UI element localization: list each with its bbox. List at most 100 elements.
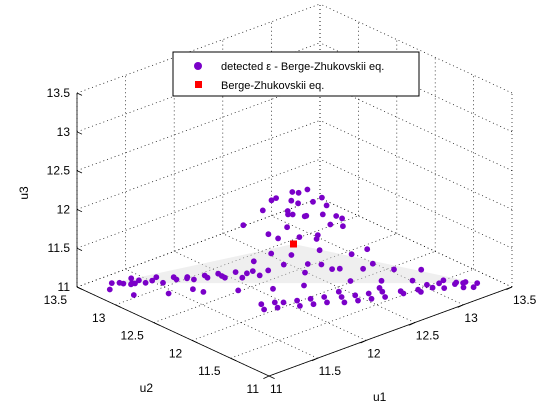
- data-point-detected: [441, 285, 448, 291]
- data-point-detected: [453, 279, 460, 286]
- data-point-detected: [244, 270, 250, 277]
- data-point-detected: [268, 250, 275, 257]
- data-point-detected: [474, 280, 481, 286]
- data-point-detected: [336, 265, 343, 272]
- data-point-detected: [274, 304, 281, 311]
- data-point-detected: [340, 223, 346, 230]
- u2-tick-mark: [153, 322, 160, 326]
- data-point-detected: [184, 275, 190, 282]
- data-point-detected: [440, 277, 447, 284]
- data-point-detected: [153, 274, 160, 281]
- data-point-detected: [200, 289, 207, 295]
- u1-tick-label: 11: [270, 382, 283, 396]
- data-point-detected: [232, 269, 239, 275]
- data-point-detected: [265, 231, 272, 238]
- data-point-detected: [335, 288, 342, 295]
- u1-tick-label: 13.5: [513, 293, 537, 307]
- data-point-detected: [470, 284, 477, 291]
- grid-line-floor-x: [174, 251, 367, 341]
- u3-tick-mark: [76, 286, 83, 290]
- data-point-detected: [368, 295, 375, 302]
- data-point-detected: [376, 285, 383, 291]
- data-point-detected: [302, 269, 308, 276]
- u3-tick-label: 13.5: [47, 86, 71, 100]
- u1-tick-mark: [506, 286, 513, 290]
- surface-band: [111, 244, 478, 284]
- legend-label-detected: detected ε - Berge-Zhukovskii eq.: [221, 61, 384, 73]
- data-point-detected: [347, 278, 354, 284]
- data-point-detected: [338, 294, 345, 300]
- u2-tick-mark: [115, 304, 122, 308]
- data-point-detected: [120, 280, 127, 287]
- data-point-detected: [310, 301, 317, 308]
- data-point-detected: [333, 213, 340, 219]
- data-point-detected: [321, 294, 328, 300]
- data-point-detected: [261, 306, 267, 313]
- data-point-detected: [240, 222, 247, 229]
- u1-tick-label: 12.5: [416, 329, 440, 343]
- data-point-detected: [418, 266, 425, 273]
- data-point-detected: [303, 212, 310, 219]
- data-point-detected: [378, 277, 385, 284]
- data-point-detected: [365, 290, 372, 297]
- u2-tick-mark: [268, 375, 275, 379]
- data-point-detected: [191, 276, 197, 283]
- data-point-detected: [424, 281, 430, 288]
- grid-line-floor-x: [271, 215, 464, 306]
- data-point-detected: [382, 294, 388, 300]
- data-point-detected: [429, 284, 436, 291]
- data-point-detected: [288, 197, 295, 204]
- u1-tick-mark: [457, 304, 464, 308]
- data-point-detected: [460, 284, 467, 291]
- legend-marker-eq: [195, 81, 202, 88]
- data-point-detected: [294, 297, 300, 304]
- data-point-detected: [165, 290, 172, 297]
- grid-line-backwall-z: [76, 158, 321, 249]
- data-point-detected: [128, 275, 135, 282]
- data-point-detected: [249, 268, 256, 274]
- grid-line-sidewall-z: [319, 3, 513, 94]
- data-point-detected: [201, 272, 208, 279]
- data-point-detected: [352, 292, 359, 299]
- data-point-detected: [270, 285, 276, 292]
- data-point-detected: [258, 301, 265, 308]
- u1-tick-label: 11.5: [319, 364, 342, 378]
- data-point-detected: [280, 299, 287, 306]
- data-point-detected: [400, 290, 407, 297]
- data-point-detected: [327, 221, 334, 228]
- data-point-detected: [369, 260, 376, 267]
- data-point-detected: [273, 195, 279, 202]
- data-point-detected: [297, 303, 303, 309]
- data-point-detected: [355, 297, 361, 304]
- data-layer: [106, 186, 481, 313]
- data-point-detected: [460, 280, 466, 286]
- data-point-detected: [360, 265, 366, 272]
- u2-tick-label: 13.5: [44, 293, 68, 307]
- u1-axis-line: [268, 286, 513, 377]
- data-point-detected: [130, 292, 137, 298]
- data-point-detected: [348, 251, 355, 258]
- u3-tick-mark: [76, 209, 83, 213]
- data-point-detected: [323, 202, 330, 209]
- u1-axis-label: u1: [373, 390, 387, 404]
- data-point-detected: [296, 234, 303, 241]
- data-point-detected: [418, 289, 424, 295]
- u3-axis-label: u3: [17, 186, 31, 200]
- data-point-detected: [436, 280, 442, 287]
- data-point-detected: [288, 252, 295, 258]
- u2-tick-label: 11.5: [198, 364, 221, 378]
- data-point-detected: [307, 295, 314, 302]
- data-point-eq: [290, 240, 297, 248]
- legend-marker-detected: [194, 62, 202, 70]
- data-point-detected: [280, 261, 287, 268]
- data-point-detected: [319, 194, 325, 201]
- data-point-detected: [235, 287, 242, 294]
- data-point-detected: [409, 277, 416, 284]
- u3-tick-label: 12: [57, 202, 71, 216]
- u2-tick-label: 12: [169, 346, 183, 360]
- u1-tick-mark: [311, 357, 318, 362]
- data-point-detected: [289, 189, 296, 195]
- legend: detected ε - Berge-Zhukovskii eq. Berge-…: [172, 51, 420, 97]
- u3-tick-mark: [76, 247, 83, 251]
